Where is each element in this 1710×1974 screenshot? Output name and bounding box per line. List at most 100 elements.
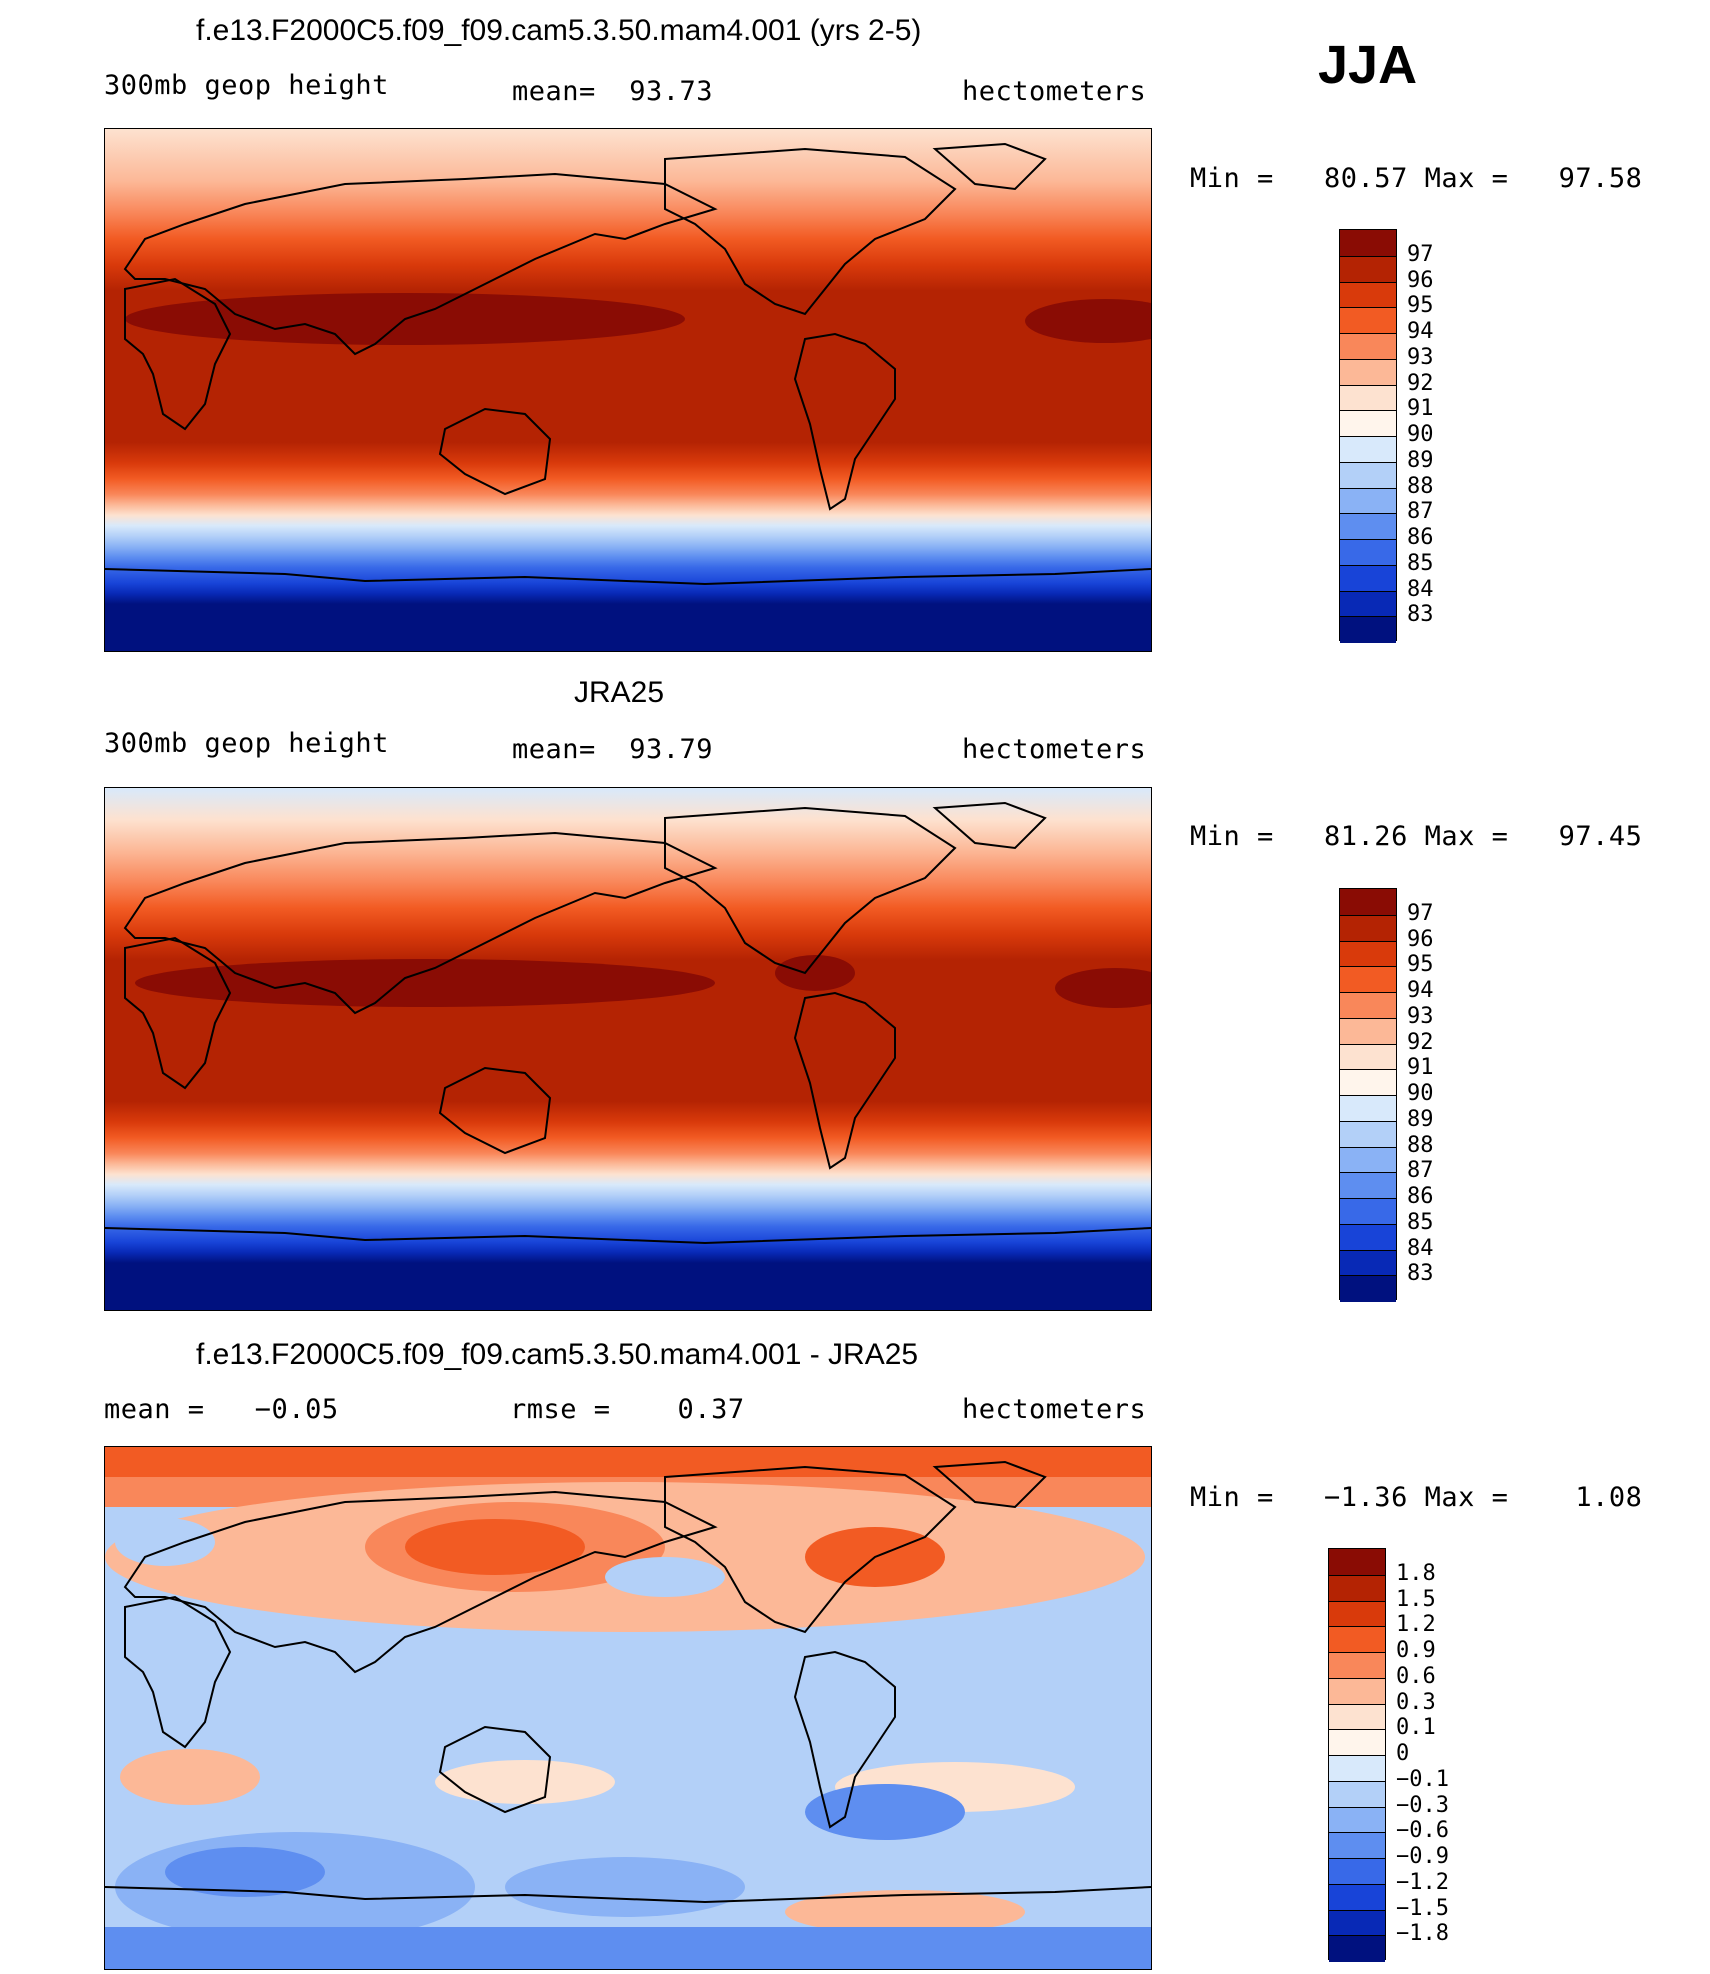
field-label-model: 300mb geop height [104, 70, 389, 101]
colorbar-swatch [1329, 1883, 1385, 1911]
colorbar-swatch [1340, 966, 1396, 993]
coastline-south-america [793, 332, 896, 511]
colorbar-tick-label: 85 [1407, 1209, 1434, 1235]
coastline-europe-asia [123, 172, 718, 356]
field-label-obs: 300mb geop height [104, 728, 389, 759]
colorbar-swatch [1340, 1095, 1396, 1122]
colorbar-tick-label: 83 [1407, 602, 1434, 628]
colorbar-tick-label: 86 [1407, 525, 1434, 550]
colorbar-tick-label: 89 [1407, 447, 1434, 473]
colorbar-swatch [1340, 1146, 1396, 1174]
panel-title-diff: f.e13.F2000C5.f09_f09.cam5.3.50.mam4.001… [196, 1338, 919, 1371]
colorbar-swatch [1340, 590, 1396, 618]
anomaly-south-indian-core [165, 1847, 325, 1897]
max-band-asia [135, 959, 715, 1007]
colorbar-tick-label: 91 [1407, 1055, 1434, 1081]
colorbar-diff: 1.8 1.5 1.2 0.9 0.6 0.3 0.1 0 −0.1 −0.3 −0.6 −0.9 −1… [1328, 1548, 1508, 1962]
colorbar-swatch [1340, 992, 1396, 1019]
colorbar-swatches [1339, 888, 1397, 1302]
colorbar-tick-label: 90 [1407, 422, 1434, 447]
colorbar-tick-label: −1.8 [1396, 1921, 1449, 1947]
colorbar-swatch [1340, 255, 1396, 283]
colorbar-tick-label: 0.3 [1396, 1689, 1436, 1715]
minmax-model: Min = 80.57 Max = 97.58 [1190, 163, 1643, 194]
colorbar-swatch [1329, 1909, 1385, 1937]
colorbar-tick-label: 85 [1407, 550, 1434, 576]
map-diff [104, 1446, 1152, 1970]
mean-label-model: mean= 93.73 [512, 76, 714, 107]
panel-title-obs: JRA25 [574, 676, 665, 709]
colorbar-tick-label: 95 [1407, 293, 1434, 319]
anomaly-north-atlantic [115, 1518, 215, 1566]
colorbar-swatch [1329, 1858, 1385, 1885]
colorbar-swatch [1340, 1249, 1396, 1277]
colorbar-swatch [1329, 1780, 1385, 1808]
units-label-obs: hectometers [962, 734, 1147, 765]
colorbar-swatch [1340, 384, 1396, 412]
rmse-label-diff: rmse = 0.37 [510, 1394, 745, 1425]
colorbar-swatch [1340, 513, 1396, 540]
coastline-europe-asia [123, 1490, 718, 1674]
colorbar-swatches [1328, 1548, 1386, 1962]
colorbar-tick-label: 87 [1407, 499, 1434, 525]
map-model [104, 128, 1152, 652]
colorbar-tick-label: 0.6 [1396, 1663, 1436, 1689]
colorbar-tick-label: 0 [1396, 1741, 1410, 1766]
colorbar-swatch [1329, 1806, 1385, 1834]
colorbar-tick-label: 87 [1407, 1158, 1434, 1184]
colorbar-swatch [1329, 1652, 1385, 1679]
mean-label-diff: mean = −0.05 [104, 1394, 339, 1425]
minmax-obs: Min = 81.26 Max = 97.45 [1190, 821, 1643, 852]
colorbar-tick-label: 90 [1407, 1081, 1434, 1106]
coastline-australia [438, 407, 552, 496]
colorbar-tick-label: 97 [1407, 241, 1434, 267]
colorbar-model: 97 96 95 94 93 92 91 90 89 88 87 86 85 84 83 [1339, 229, 1499, 643]
anomaly-south-america [805, 1784, 965, 1840]
coastline-australia [438, 1066, 552, 1155]
colorbar-tick-label: 1.8 [1396, 1560, 1436, 1586]
colorbar-swatch [1340, 1198, 1396, 1225]
anomaly-australia [435, 1760, 615, 1804]
coastline-greenland [932, 142, 1047, 191]
max-band-mexico [775, 955, 855, 991]
max-band-atlantic [1055, 968, 1151, 1008]
coastline-greenland [932, 1460, 1047, 1509]
colorbar-tick-label: 95 [1407, 952, 1434, 978]
coastline-africa [124, 1595, 232, 1749]
anomaly-weddell [785, 1890, 1025, 1934]
colorbar-tick-label: 86 [1407, 1184, 1434, 1209]
colorbar-tick-label: 1.5 [1396, 1586, 1436, 1612]
colorbar-tick-label: 84 [1407, 1235, 1434, 1261]
colorbar-swatch [1340, 1275, 1396, 1302]
colorbar-swatch [1340, 1017, 1396, 1045]
colorbar-tick-label: 0.1 [1396, 1715, 1436, 1741]
colorbar-swatch [1340, 616, 1396, 643]
colorbar-tick-label: 84 [1407, 576, 1434, 602]
colorbar-swatch [1340, 333, 1396, 360]
coastline-africa [124, 936, 232, 1090]
minmax-diff: Min = −1.36 Max = 1.08 [1190, 1482, 1643, 1513]
colorbar-tick-label: −0.9 [1396, 1844, 1449, 1869]
colorbar-tick-label: 94 [1407, 978, 1434, 1003]
colorbar-swatch [1340, 564, 1396, 592]
coastline-south-america [793, 991, 896, 1170]
colorbar-tick-label: −0.6 [1396, 1818, 1449, 1844]
coastline-south-america [793, 1650, 896, 1829]
coastline-greenland [932, 801, 1047, 850]
colorbar-tick-label: 89 [1407, 1106, 1434, 1132]
colorbar-swatch [1340, 281, 1396, 309]
season-label: JJA [1318, 35, 1418, 95]
colorbar-tick-label: 0.9 [1396, 1638, 1436, 1663]
colorbar-swatch [1340, 487, 1396, 515]
panel-title-model: f.e13.F2000C5.f09_f09.cam5.3.50.mam4.001… [196, 14, 922, 47]
coastline-antarctica [105, 1227, 1151, 1245]
colorbar-swatch [1340, 436, 1396, 463]
colorbar-swatch [1340, 539, 1396, 566]
colorbar-swatch [1329, 1626, 1385, 1653]
colorbar-obs: 97 96 95 94 93 92 91 90 89 88 87 86 85 84 83 [1339, 888, 1499, 1302]
colorbar-swatch [1340, 914, 1396, 942]
colorbar-tick-label: −1.5 [1396, 1895, 1449, 1921]
colorbar-tick-label: −1.2 [1396, 1869, 1449, 1895]
units-label-diff: hectometers [962, 1394, 1147, 1425]
colorbar-tick-label: 92 [1407, 370, 1434, 396]
